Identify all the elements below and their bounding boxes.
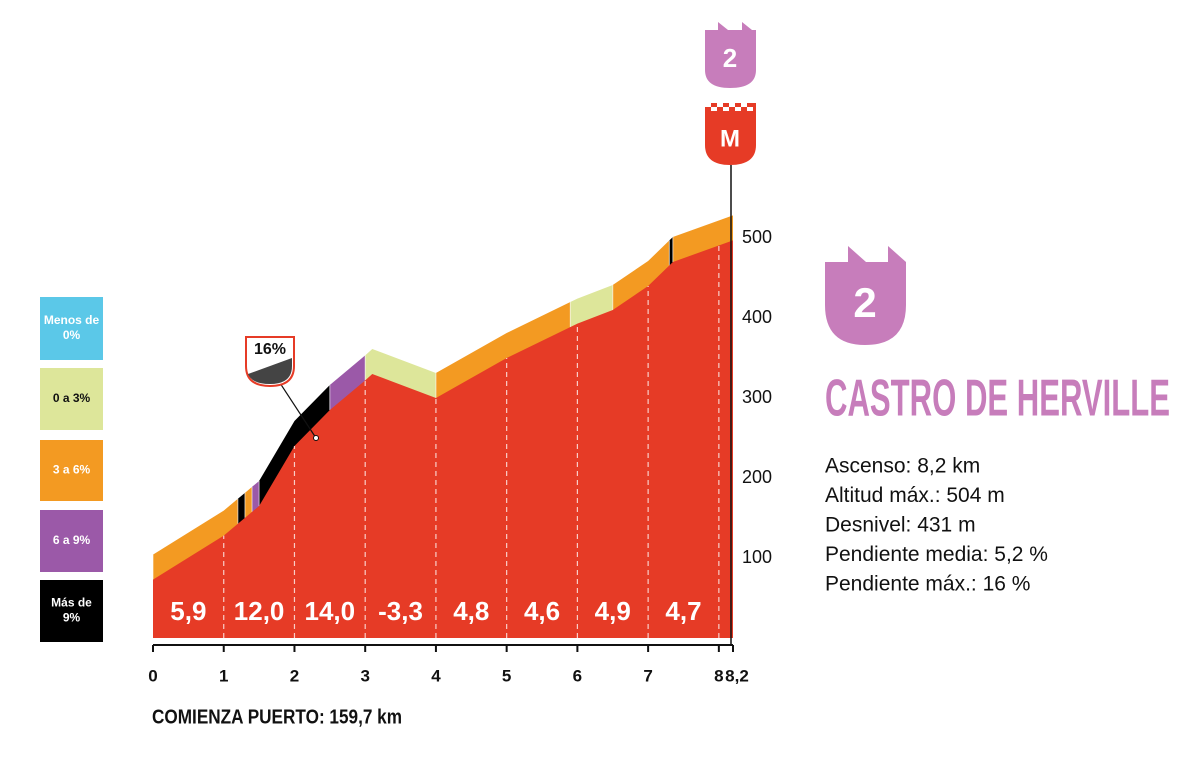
gradient-band [365, 349, 436, 399]
gradient-label: 4,7 [665, 596, 701, 626]
x-tick-label: 6 [573, 666, 582, 685]
y-tick-label: 300 [742, 387, 772, 407]
gradient-band [329, 355, 366, 411]
profile-area [153, 240, 733, 638]
x-tick-label: 0 [148, 666, 157, 685]
legend-label: 3 a 6% [53, 463, 91, 477]
x-tick-label: 7 [643, 666, 652, 685]
y-tick-label: 500 [742, 227, 772, 247]
gradient-band [153, 498, 238, 581]
x-tick-label: 8 [714, 666, 723, 685]
x-tick-label: 4 [431, 666, 441, 685]
gradient-band [612, 240, 670, 311]
gradient-label: 12,0 [234, 596, 285, 626]
gradient-band [570, 285, 613, 329]
category-badge-large: 2 [825, 246, 906, 345]
callout-text: 16% [254, 341, 286, 358]
category-badge-text: 2 [723, 43, 737, 73]
y-tick-label: 200 [742, 467, 772, 487]
category-badge-small: 2 [705, 22, 756, 88]
category-badge-text: 2 [853, 279, 876, 326]
legend-label: Más de [51, 596, 92, 610]
legend-swatch [40, 297, 103, 360]
legend: Menos de0% 0 a 3% 3 a 6% 6 a 9% Más de9% [40, 297, 103, 642]
y-tick-label: 100 [742, 547, 772, 567]
stat-line: Pendiente media: 5,2 % [825, 543, 1048, 566]
legend-swatch [40, 580, 103, 642]
x-tick-label: 5 [502, 666, 511, 685]
stat-line: Pendiente máx.: 16 % [825, 573, 1030, 596]
gradient-label: 4,8 [453, 596, 489, 626]
x-tick-label: 2 [290, 666, 299, 685]
x-tick-label: 3 [360, 666, 369, 685]
stat-line: Altitud máx.: 504 m [825, 484, 1005, 507]
max-gradient-callout: 16% [245, 336, 319, 441]
x-tick-label: 8,2 [725, 666, 749, 685]
y-tick-label: 400 [742, 307, 772, 327]
legend-swatch [40, 368, 103, 430]
gradient-label: 14,0 [305, 596, 356, 626]
callout-line [277, 379, 317, 439]
stat-line: Desnivel: 431 m [825, 514, 976, 537]
gradient-label: 5,9 [170, 596, 206, 626]
climb-title: CASTRO DE HERVILLE [825, 370, 1170, 428]
callout-dot [313, 435, 319, 441]
gradient-band [252, 481, 260, 513]
gradient-band [669, 237, 673, 267]
legend-label: 9% [63, 611, 81, 625]
legend-label: 6 a 9% [53, 533, 91, 547]
gradient-label: 4,6 [524, 596, 560, 626]
finish-badge-text: M [720, 125, 740, 152]
finish-badge: M [705, 103, 756, 165]
gradient-label: -3,3 [378, 596, 423, 626]
gradient-band [237, 492, 245, 525]
callout-wedge [248, 358, 292, 384]
gradient-band [435, 302, 571, 399]
legend-swatch [40, 440, 103, 501]
start-note: COMIENZA PUERTO: 159,7 km [152, 706, 402, 728]
x-tick-label: 1 [219, 666, 228, 685]
legend-label: Menos de [44, 313, 100, 327]
legend-label: 0% [63, 328, 81, 342]
legend-swatch [40, 510, 103, 572]
stats: Ascenso: 8,2 km Altitud máx.: 504 m Desniv… [825, 455, 1048, 596]
gradient-band [672, 215, 733, 263]
gradient-band [244, 486, 253, 519]
plot: 0 1 2 3 4 5 6 7 8 8,2 5,9 12,0 14,0 -3,3 4,8 4,6 4,9 4,7 1… [148, 165, 772, 685]
legend-label: 0 a 3% [53, 391, 91, 405]
stat-line: Ascenso: 8,2 km [825, 455, 980, 478]
gradient-label: 4,9 [595, 596, 631, 626]
